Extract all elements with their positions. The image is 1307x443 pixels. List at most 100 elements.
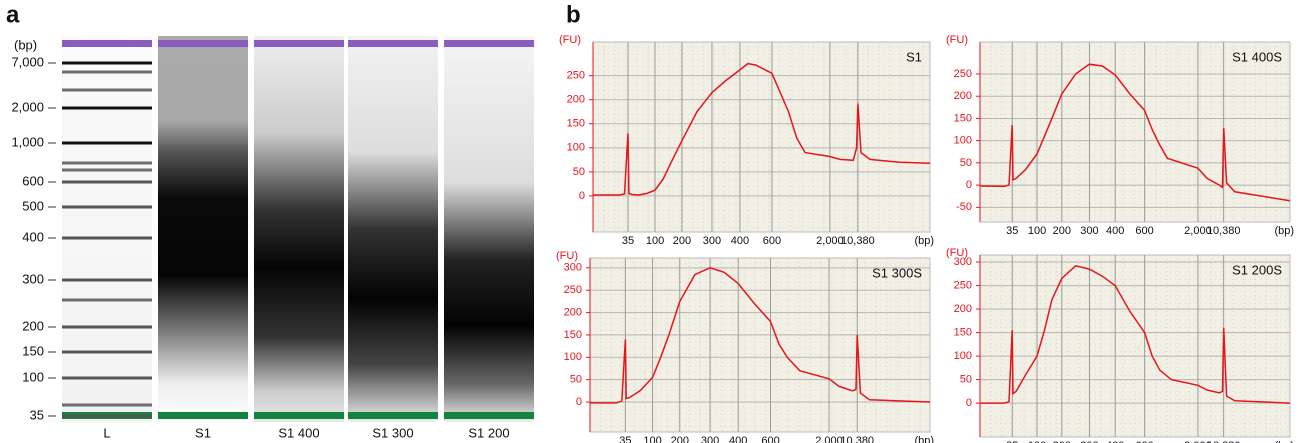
trace (590, 266, 931, 404)
ladder-band (62, 414, 152, 418)
x-tick-label: 35 (1006, 225, 1018, 237)
x-tick-label: 300 (701, 435, 719, 443)
x-tick-label: 10,380 (1207, 225, 1241, 237)
x-axis-label: (bp) (1274, 440, 1294, 443)
trace (593, 62, 931, 196)
x-axis-label: (bp) (914, 435, 934, 443)
y-tick-label: 1,000 (11, 134, 44, 149)
x-tick-label: 35 (622, 235, 634, 247)
y-tick-label: 200 (567, 94, 585, 106)
x-tick-label: 100 (643, 435, 661, 443)
ladder-band (62, 325, 152, 329)
y-tick-label: 50 (960, 157, 972, 169)
y-tick-label: 0 (966, 397, 972, 409)
y-tick-label: 150 (564, 329, 582, 341)
y-tick-label: 100 (564, 351, 582, 363)
y-tick-label: 500 (22, 198, 44, 213)
gel-lane (444, 36, 534, 422)
y-axis-label: (FU) (946, 247, 968, 259)
y-axis-label: (FU) (556, 250, 578, 262)
x-tick-label: 35 (1006, 440, 1018, 443)
y-tick-label: -50 (956, 201, 972, 213)
gel-lane (62, 36, 152, 422)
plot-area (592, 41, 931, 233)
x-tick-label: 600 (763, 235, 781, 247)
y-tick-label: 300 (22, 271, 44, 286)
y-tick-label: 0 (579, 190, 585, 202)
x-tick-label: 200 (673, 235, 691, 247)
ladder-band (62, 88, 152, 92)
ladder-band (62, 106, 152, 110)
x-tick-label: S1 (195, 425, 211, 440)
y-tick-label: 250 (954, 68, 972, 80)
ladder-band (62, 278, 152, 282)
x-tick-label: 600 (1135, 440, 1153, 443)
y-tick-label: 50 (960, 374, 972, 386)
ladder-band (62, 236, 152, 240)
y-tick-label: 200 (954, 90, 972, 102)
x-tick-label: 300 (1080, 225, 1098, 237)
gel-lane (158, 36, 248, 422)
x-axis-label: (bp) (914, 235, 934, 247)
x-tick-label: 400 (731, 235, 749, 247)
x-tick-label: 400 (1106, 225, 1124, 237)
plot-area (979, 254, 1291, 438)
x-axis-label: (bp) (1274, 225, 1294, 237)
x-tick-label: 10,380 (840, 435, 874, 443)
y-tick-label: 50 (573, 166, 585, 178)
x-tick-label: 2,000 (816, 235, 844, 247)
x-tick-label: S1 300 (372, 425, 413, 440)
chart-title: S1 (906, 49, 922, 64)
y-tick-label: 200 (564, 306, 582, 318)
trace (979, 63, 1291, 202)
chart-title: S1 200S (1232, 262, 1282, 277)
y-tick-label: 200 (954, 303, 972, 315)
y-tick-label: 200 (22, 318, 44, 333)
ladder-band (62, 298, 152, 302)
y-tick-label: 400 (22, 229, 44, 244)
x-tick-label: 300 (1080, 440, 1098, 443)
upper-marker (254, 40, 344, 47)
ladder-band (62, 168, 152, 172)
chart-title: S1 400S (1232, 49, 1282, 64)
x-tick-label: S1 400 (278, 425, 319, 440)
ladder-band (62, 180, 152, 184)
x-tick-label: S1 200 (468, 425, 509, 440)
y-tick-label: 300 (564, 262, 582, 274)
ladder-band (62, 61, 152, 65)
x-tick-label: 600 (761, 435, 779, 443)
gel-lane (348, 36, 438, 422)
x-tick-label: 2,000 (815, 435, 843, 443)
upper-marker (348, 40, 438, 47)
y-tick-label: 0 (576, 396, 582, 408)
y-tick-label: 600 (22, 173, 44, 188)
x-tick-label: 2,000 (1184, 225, 1212, 237)
x-tick-label: 10,380 (1207, 440, 1241, 443)
y-axis-label: (FU) (559, 34, 581, 46)
y-tick-label: 0 (966, 179, 972, 191)
y-tick-label: 100 (954, 135, 972, 147)
panel-label: b (566, 1, 581, 28)
x-tick-label: 100 (1028, 440, 1046, 443)
ladder-band (62, 161, 152, 165)
y-tick-label: 250 (567, 70, 585, 82)
ladder-band (62, 141, 152, 145)
panel-label: a (6, 1, 20, 28)
y-tick-label: 150 (567, 118, 585, 130)
x-tick-label: 2,000 (1184, 440, 1212, 443)
y-tick-label: 250 (954, 279, 972, 291)
lower-marker (444, 412, 534, 419)
x-tick-label: 10,380 (841, 235, 875, 247)
y-tick-label: 150 (954, 327, 972, 339)
plot-area (589, 257, 931, 433)
upper-marker (62, 40, 152, 47)
x-tick-label: 200 (1053, 225, 1071, 237)
y-tick-label: 50 (570, 374, 582, 386)
y-tick-label: 150 (954, 112, 972, 124)
x-tick-label: 100 (1028, 225, 1046, 237)
x-tick-label: 400 (729, 435, 747, 443)
y-tick-label: 2,000 (11, 99, 44, 114)
x-tick-label: L (103, 425, 110, 440)
trace (980, 264, 1291, 404)
